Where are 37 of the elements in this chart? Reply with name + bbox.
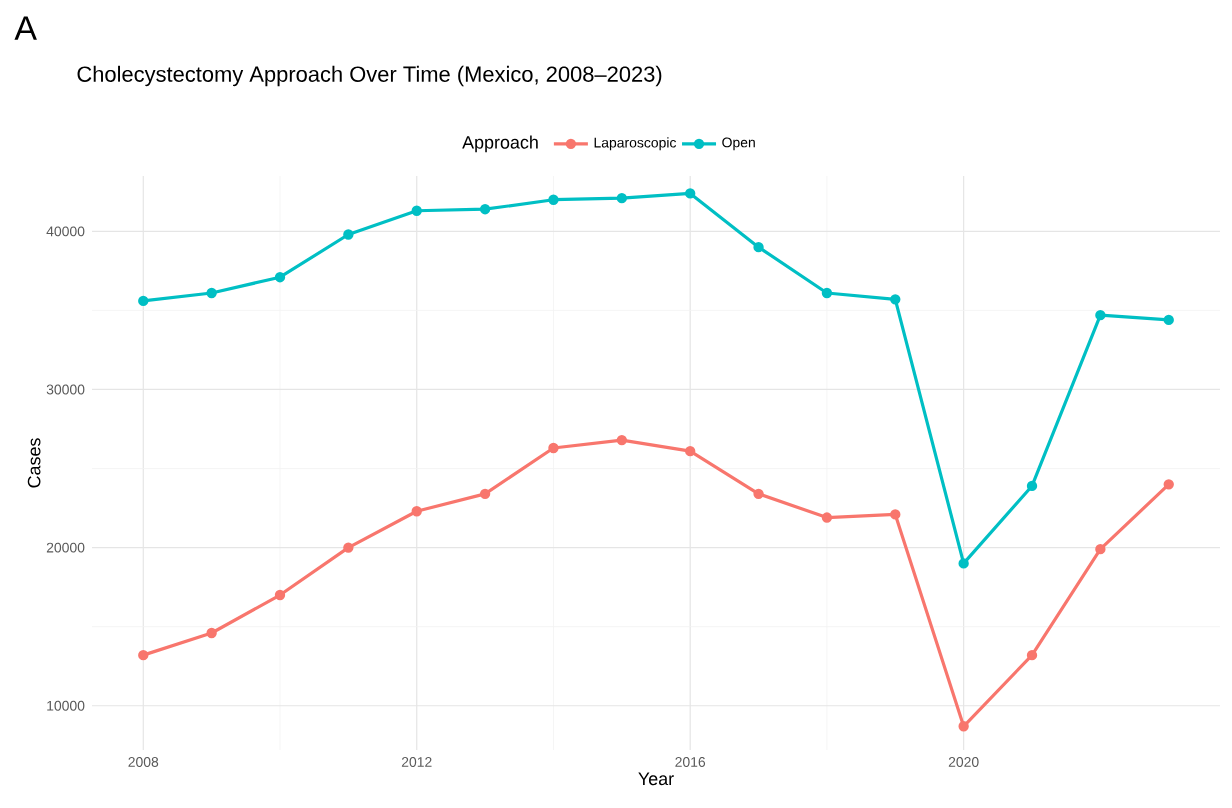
point	[1026, 649, 1038, 661]
chart-title: Cholecystectomy Approach Over Time (Mexico, 2008–2023)	[77, 65, 662, 87]
point	[958, 721, 969, 732]
point	[274, 589, 286, 601]
legend-title: Approach	[462, 135, 538, 153]
point	[890, 294, 901, 305]
point	[411, 506, 422, 517]
point	[138, 295, 149, 307]
point	[821, 287, 833, 299]
point	[958, 558, 969, 569]
point	[548, 194, 559, 205]
point	[274, 272, 286, 283]
point	[1163, 314, 1174, 326]
point	[1163, 479, 1174, 490]
point	[206, 287, 217, 299]
point	[753, 241, 764, 253]
point	[138, 649, 149, 661]
point	[685, 188, 696, 199]
point	[343, 229, 354, 240]
point	[1095, 543, 1106, 555]
point	[685, 445, 696, 457]
point	[1095, 309, 1106, 321]
point	[411, 205, 422, 216]
x-axis-title: Year	[638, 772, 674, 786]
point	[821, 512, 833, 523]
point	[890, 509, 901, 520]
point	[479, 204, 491, 215]
y-axis-title: Cases	[27, 438, 41, 488]
point	[753, 488, 764, 500]
point	[206, 627, 217, 639]
text: A	[14, 16, 37, 40]
point	[479, 488, 491, 500]
point	[616, 192, 628, 204]
point	[548, 442, 559, 454]
point	[343, 542, 354, 553]
point	[1026, 480, 1038, 492]
point	[616, 434, 628, 446]
